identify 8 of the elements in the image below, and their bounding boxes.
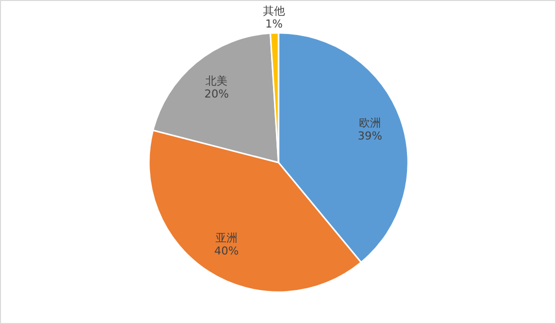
data-label: 20% — [204, 88, 229, 101]
slice-label: 其他 — [262, 4, 285, 18]
data-label: 39% — [358, 130, 382, 143]
data-label: 1% — [265, 17, 283, 30]
data-label: 40% — [214, 244, 239, 258]
slice-label: 亚洲 — [215, 232, 238, 245]
slice-label: 北美 — [206, 74, 228, 88]
slice-label: 欧洲 — [358, 116, 381, 130]
